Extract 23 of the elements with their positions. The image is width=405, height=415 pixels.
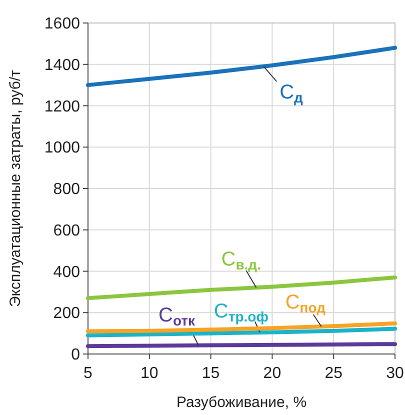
x-axis-title: Разубоживание, % xyxy=(176,394,307,411)
x-tick-label: 25 xyxy=(324,365,343,382)
x-tick-label: 30 xyxy=(386,365,404,382)
series-label: C$_{отк}$ xyxy=(158,304,196,329)
x-tick-label: 5 xyxy=(84,365,93,382)
x-tick-label: 15 xyxy=(202,365,220,382)
y-tick-label: 1400 xyxy=(44,56,80,74)
series-label: C$_{в.д.}$ xyxy=(221,248,261,273)
series-label: C$_{тр.оф}$ xyxy=(214,300,268,325)
y-tick-label: 200 xyxy=(53,305,80,322)
series-label: C$_{д}$ xyxy=(280,81,304,106)
y-tick-label: 1200 xyxy=(44,98,80,116)
y-tick-label: 400 xyxy=(53,264,80,281)
y-tick-label: 0 xyxy=(71,346,80,364)
line-series xyxy=(86,326,397,338)
x-tick-label: 20 xyxy=(263,365,282,382)
y-tick-label: 1600 xyxy=(44,16,80,33)
y-tick-label: 800 xyxy=(53,181,80,198)
y-tick-label: 600 xyxy=(53,222,80,240)
series-label: C$_{под}$ xyxy=(285,291,326,316)
x-tick-label: 10 xyxy=(140,365,158,382)
y-axis-title: Эксплуатационные затраты, руб/т xyxy=(7,70,24,308)
y-tick-label: 1000 xyxy=(44,140,80,157)
